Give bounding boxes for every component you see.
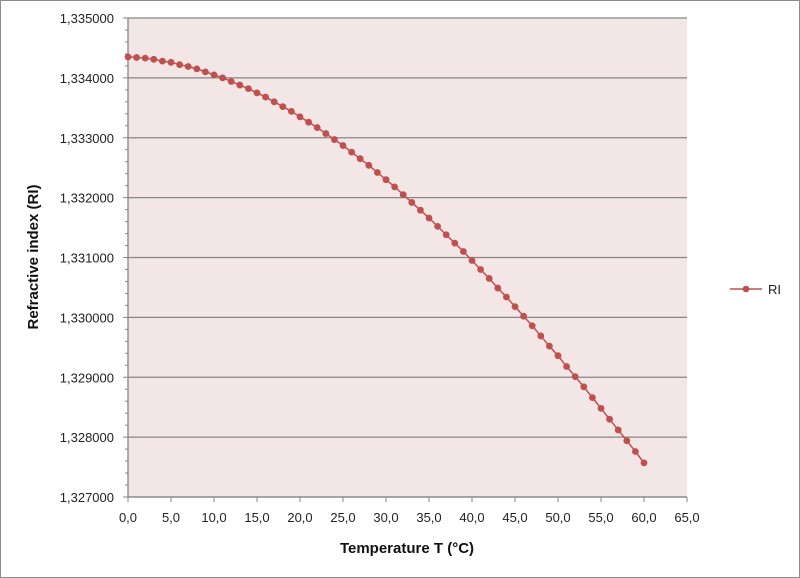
data-point [580,383,588,391]
data-point [141,54,149,62]
x-tick-label: 45,0 [502,510,527,525]
data-point [296,113,304,121]
data-point [442,231,450,239]
data-point [150,55,158,63]
x-tick-labels: 0,0 5,0 10,0 15,0 20,0 25,0 30,0 35,0 40,0 45,0 50… [119,510,700,525]
data-point [193,65,201,73]
data-point [219,74,227,82]
y-tick-label: 1,329000 [60,370,114,385]
data-point [382,176,390,184]
data-point [253,89,261,97]
data-point [236,81,244,89]
y-axis-title: Refractive index (RI) [25,184,42,329]
data-point [159,57,166,65]
data-point [227,78,235,85]
data-point [511,303,519,310]
data-point [563,363,570,370]
data-point [468,257,476,264]
data-point [339,142,347,149]
y-tick-label: 1,333000 [60,131,114,146]
data-point [528,322,536,330]
data-point [331,136,338,143]
data-point [451,239,459,247]
x-tick-label: 10,0 [201,510,226,525]
y-tick-label: 1,335000 [60,11,114,26]
data-point [632,448,639,455]
data-point [348,148,355,156]
data-point [288,108,295,115]
data-point [245,85,252,93]
legend: RI [730,282,781,297]
data-point [537,332,545,340]
data-point [374,169,381,176]
axes [123,17,688,502]
x-tick-label: 15,0 [244,510,269,525]
y-tick-label: 1,334000 [60,71,114,86]
data-point [485,275,493,282]
x-axis-title: Temperature T (°C) [340,540,474,557]
data-point [554,352,562,360]
y-tick-label: 1,328000 [60,430,114,445]
data-point [202,68,209,76]
legend-dot-marker [742,285,750,293]
data-point [503,293,510,301]
data-point [167,58,175,66]
data-point [434,222,441,230]
data-point [640,459,648,467]
data-point [391,183,398,191]
data-point [597,404,605,412]
data-point [494,284,502,292]
data-point [571,373,579,381]
data-point [606,415,613,423]
x-tick-label: 60,0 [631,510,656,525]
x-tick-label: 25,0 [330,510,355,525]
series-ri [124,53,648,467]
y-tick-label: 1,330000 [60,310,114,325]
data-point [425,214,433,222]
data-point [313,124,321,131]
data-point [124,53,132,61]
data-point [460,248,467,255]
data-point [322,130,330,137]
x-tick-label: 35,0 [416,510,441,525]
data-point [210,71,218,79]
data-point [520,312,527,320]
x-tick-label: 40,0 [459,510,484,525]
data-point [279,103,287,111]
data-point [133,54,141,61]
y-tick-label: 1,332000 [60,191,114,206]
legend-label-ri: RI [768,282,781,297]
data-point [184,63,192,70]
x-tick-label: 55,0 [588,510,613,525]
x-tick-label: 65,0 [674,510,699,525]
y-tick-label: 1,331000 [60,251,114,266]
data-point [417,206,424,214]
y-tick-labels: 1,327000 1,328000 1,329000 1,330000 1,331000… [60,11,114,505]
data-point [623,437,631,445]
data-point [614,426,622,434]
data-point [477,266,484,273]
x-tick-label: 30,0 [373,510,398,525]
x-tick-label: 20,0 [287,510,312,525]
data-point [305,118,312,126]
data-point [176,61,184,69]
data-point [399,191,407,199]
x-tick-label: 50,0 [545,510,570,525]
data-point [262,93,269,101]
data-point [546,342,553,350]
data-point [270,98,278,106]
data-point [365,161,373,169]
data-point [356,155,364,163]
data-point [589,394,596,402]
x-tick-label: 0,0 [119,510,137,525]
x-tick-label: 5,0 [162,510,180,525]
data-point [408,199,416,206]
y-tick-label: 1,327000 [60,490,114,505]
